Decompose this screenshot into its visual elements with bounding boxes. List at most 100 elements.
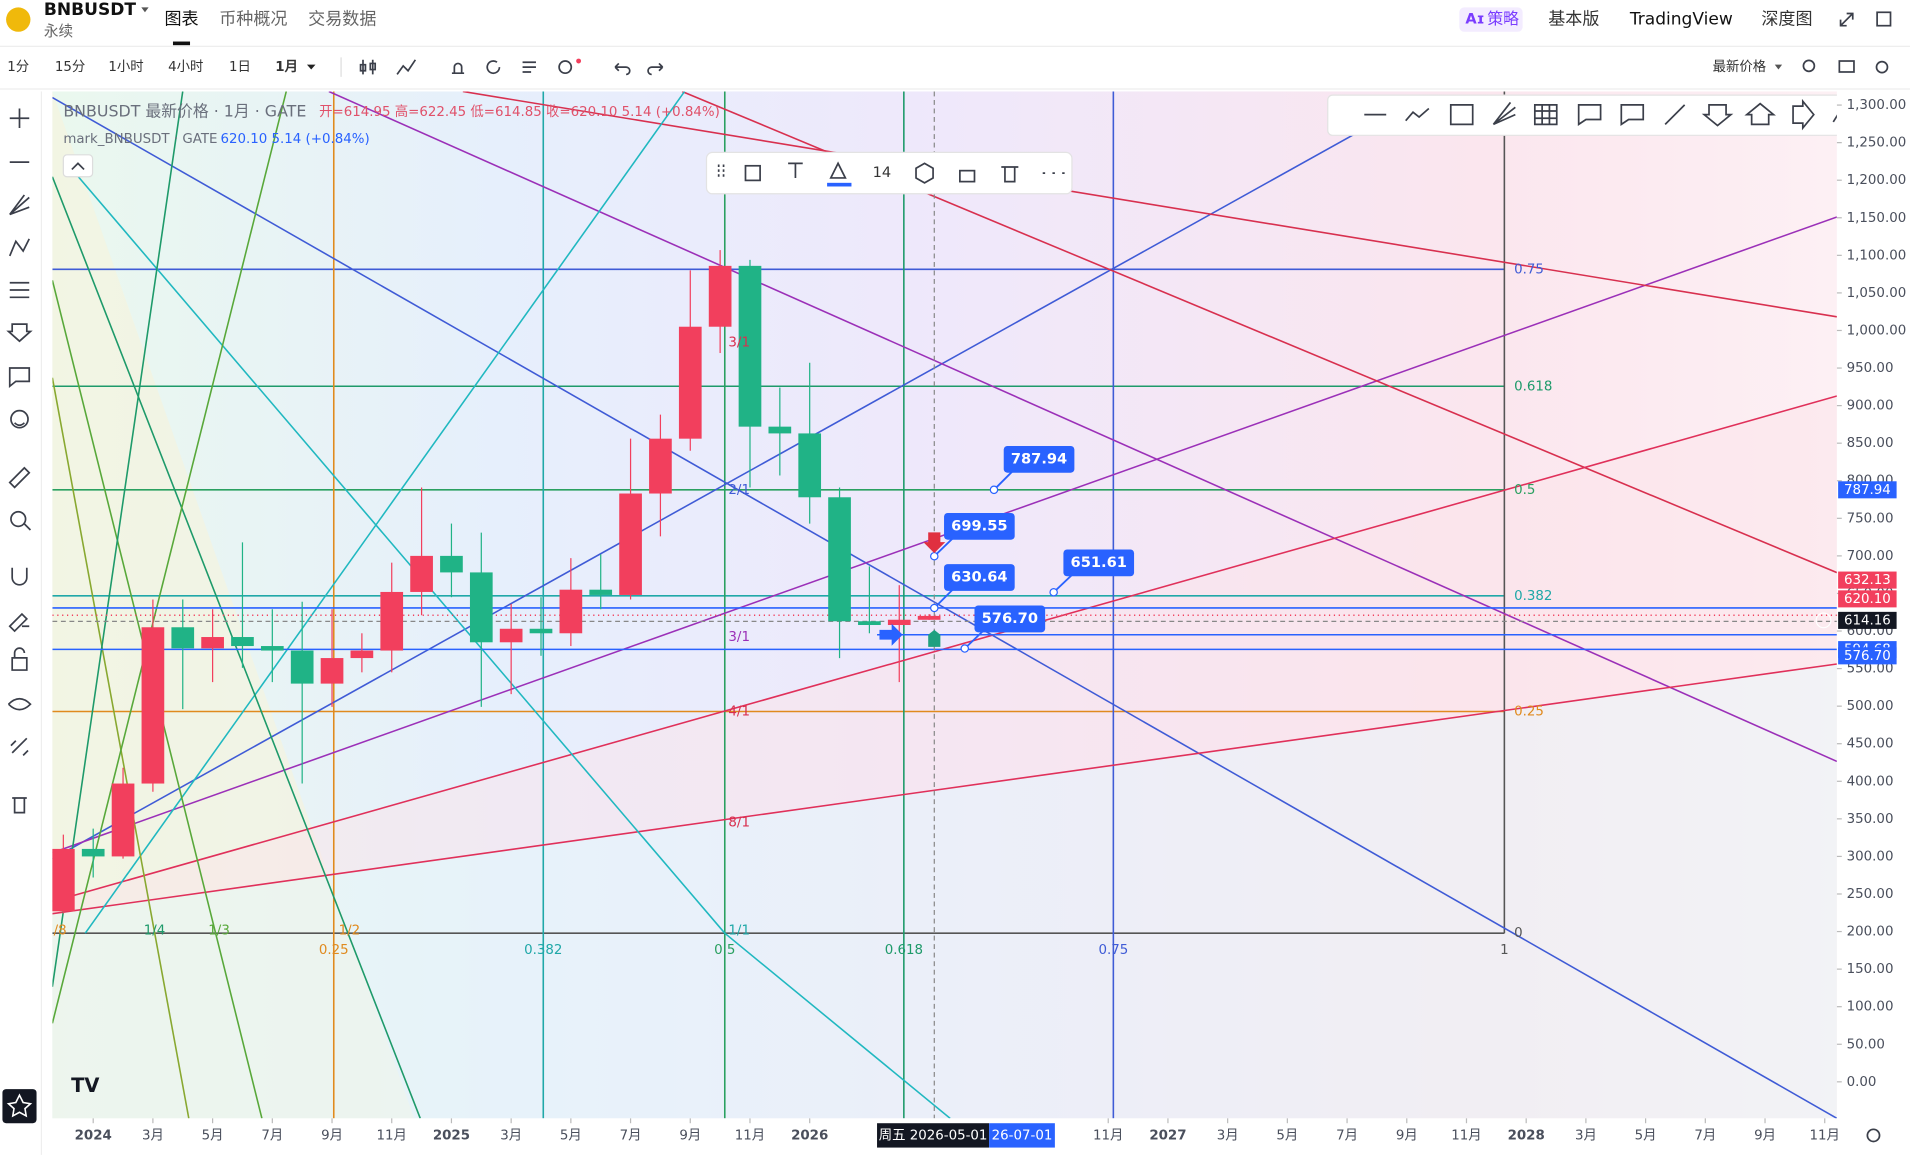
x-tick-label: 9月 bbox=[679, 1128, 701, 1143]
x-tick-label: 9月 bbox=[1754, 1128, 1776, 1143]
template-icon[interactable] bbox=[522, 61, 536, 73]
trend-line bbox=[52, 121, 1377, 860]
fib-label: 0.382 bbox=[1514, 589, 1552, 604]
x-tick-label: 11月 bbox=[1810, 1128, 1840, 1143]
price-type[interactable]: 最新价格 bbox=[1713, 59, 1767, 75]
x-tick-label: 9月 bbox=[321, 1128, 343, 1143]
tool-icon[interactable] bbox=[10, 510, 32, 531]
alert-icon[interactable] bbox=[451, 62, 465, 75]
fib-label: 0.75 bbox=[1098, 943, 1128, 958]
fib-label: 0.25 bbox=[319, 943, 349, 958]
callout-box[interactable] bbox=[1063, 549, 1135, 577]
gann-label: 1/2 bbox=[339, 924, 361, 939]
camera-icon[interactable] bbox=[1838, 60, 1855, 73]
tab[interactable]: 图表 bbox=[164, 10, 198, 30]
strategy[interactable]: 策略 bbox=[1487, 9, 1519, 28]
dropdown[interactable] bbox=[1774, 64, 1783, 70]
redo-icon[interactable] bbox=[647, 62, 664, 76]
candles bbox=[52, 250, 941, 914]
tool-icon[interactable] bbox=[8, 367, 31, 389]
callout-box[interactable] bbox=[944, 564, 1015, 591]
interval[interactable]: 15分 bbox=[55, 59, 85, 75]
x-tick-label: 7月 bbox=[1336, 1128, 1358, 1143]
drag-handle[interactable] bbox=[717, 164, 725, 180]
text-icon[interactable] bbox=[788, 162, 803, 178]
window-icon[interactable] bbox=[1876, 11, 1892, 27]
y-tick-label: 150.00 bbox=[1847, 962, 1894, 977]
tool-icon[interactable] bbox=[8, 612, 30, 633]
drawing-tool-icon[interactable] bbox=[1744, 102, 1776, 126]
tool-icon[interactable] bbox=[12, 797, 27, 814]
interval[interactable]: 1小时 bbox=[108, 59, 143, 75]
expand-icon[interactable] bbox=[1839, 12, 1854, 27]
tool-icon[interactable] bbox=[7, 697, 32, 711]
basic-view[interactable]: 基本版 bbox=[1548, 10, 1599, 30]
dropdown[interactable] bbox=[141, 7, 149, 13]
collapse-button[interactable] bbox=[62, 154, 94, 178]
gann-label: 1/4 bbox=[144, 924, 166, 939]
callout-box[interactable] bbox=[944, 512, 1015, 540]
font-size[interactable]: 14 bbox=[873, 164, 892, 181]
callout-pointer bbox=[933, 587, 955, 609]
tool-icon[interactable] bbox=[9, 281, 30, 299]
search-icon[interactable] bbox=[1802, 59, 1816, 73]
x-tick-label: 3月 bbox=[1217, 1128, 1239, 1143]
drawings bbox=[52, 91, 1837, 1119]
settings-icon[interactable] bbox=[1875, 60, 1889, 74]
drawing-tool-icon[interactable] bbox=[1792, 98, 1815, 131]
drawing-tool-icon[interactable] bbox=[1405, 107, 1430, 122]
drawing-tool-icon[interactable] bbox=[1449, 104, 1474, 126]
delete-icon[interactable] bbox=[1001, 166, 1019, 183]
dropdown[interactable] bbox=[306, 64, 316, 70]
tool-icon[interactable] bbox=[8, 238, 30, 257]
tool-icon[interactable] bbox=[10, 409, 29, 429]
drawing-tool-icon[interactable] bbox=[1664, 104, 1686, 125]
interval[interactable]: 1日 bbox=[229, 60, 251, 75]
tool-icon[interactable] bbox=[9, 194, 30, 216]
drawing-tool-icon[interactable] bbox=[1577, 104, 1602, 126]
callout-box[interactable] bbox=[1003, 445, 1075, 473]
callout-box[interactable] bbox=[974, 605, 1046, 633]
ai-badge[interactable] bbox=[1459, 7, 1523, 32]
y-tick-label: 500.00 bbox=[1847, 699, 1894, 714]
depth-view[interactable]: 深度图 bbox=[1761, 10, 1812, 30]
replay-icon[interactable] bbox=[486, 60, 501, 75]
gann-label: 1/3 bbox=[208, 924, 230, 939]
drawing-tool-icon[interactable] bbox=[1492, 101, 1516, 126]
add-icon[interactable] bbox=[558, 60, 573, 75]
undo-icon[interactable] bbox=[614, 62, 631, 76]
template-icon[interactable] bbox=[744, 164, 761, 182]
tool-icon[interactable] bbox=[11, 567, 28, 586]
favorites-button[interactable] bbox=[2, 1089, 37, 1124]
tool-icon[interactable] bbox=[8, 466, 31, 489]
indicator-icon[interactable] bbox=[396, 59, 417, 75]
drawing-tool-icon[interactable] bbox=[1533, 104, 1558, 126]
drawing-tool-icon[interactable] bbox=[1620, 104, 1645, 126]
interval[interactable]: 1分 bbox=[7, 59, 29, 75]
fill-icon[interactable] bbox=[829, 161, 847, 179]
callouts: 787.94 699.55 630.64 651.61 576.70 bbox=[879, 445, 1135, 653]
x-tick-label: 3月 bbox=[500, 1128, 522, 1143]
x-tick-label: 2026 bbox=[791, 1128, 828, 1143]
interval[interactable]: 4小时 bbox=[168, 59, 203, 75]
style-icon[interactable] bbox=[915, 162, 934, 184]
tool-icon[interactable] bbox=[9, 108, 30, 129]
axes: 0.00 50.00 100.00 150.00 200.00 250.00 300.00 3… bbox=[75, 98, 1907, 1143]
gann-line bbox=[84, 91, 686, 934]
candle-type-icon[interactable] bbox=[359, 59, 377, 75]
time-settings-icon[interactable] bbox=[1866, 1128, 1881, 1143]
interval-active[interactable]: 1月 bbox=[275, 59, 298, 75]
add-alert-button[interactable] bbox=[1815, 612, 1832, 629]
x-tick-label: 2027 bbox=[1149, 1128, 1186, 1143]
tool-icon[interactable] bbox=[10, 737, 29, 756]
drawing-tool-icon[interactable] bbox=[1701, 104, 1734, 127]
tool-icon[interactable] bbox=[6, 323, 33, 343]
tool-icon[interactable] bbox=[11, 647, 28, 671]
symbol[interactable]: BNBUSDT bbox=[44, 0, 137, 20]
lock-icon[interactable] bbox=[959, 169, 976, 183]
tradingview-view[interactable]: TradingView bbox=[1629, 10, 1733, 30]
tab[interactable]: 币种概况 bbox=[219, 10, 287, 30]
trend-line bbox=[52, 663, 1837, 915]
tab[interactable]: 交易数据 bbox=[308, 10, 376, 30]
